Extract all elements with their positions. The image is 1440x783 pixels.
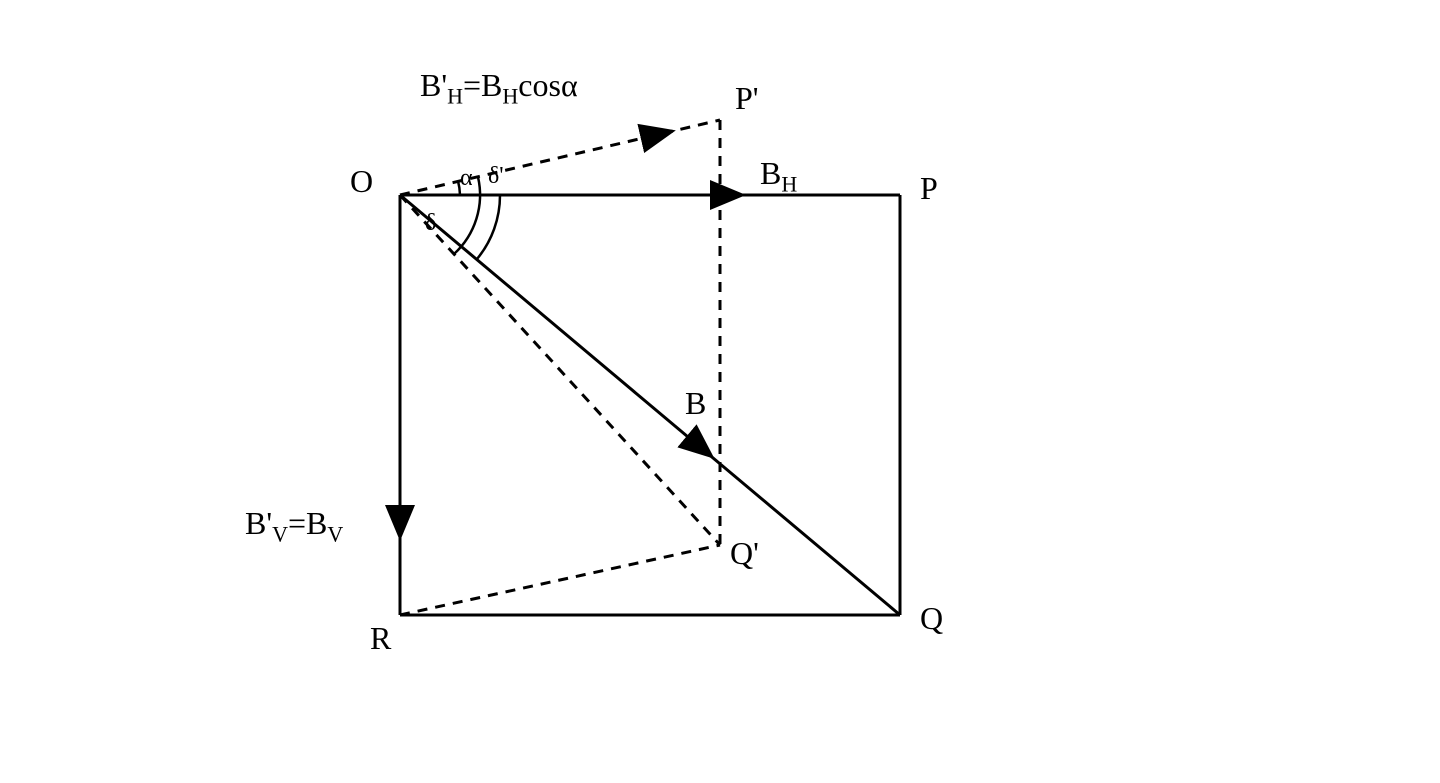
label-BHprime-equation: B'H=BHcosα [420, 67, 578, 109]
label-Pprime: P' [735, 80, 759, 117]
label-BVprime-equation: B'V=BV [245, 505, 343, 547]
arrow-BHprime [660, 132, 670, 134]
label-delta: δ [425, 210, 436, 237]
line-OPprime [400, 120, 720, 195]
label-P: P [920, 170, 938, 207]
label-deltaprime: δ' [488, 163, 504, 190]
label-alpha: α [460, 165, 473, 192]
label-Qprime: Q' [730, 535, 759, 572]
label-B: B [685, 385, 706, 422]
line-OQprime [400, 195, 720, 545]
vector-diagram: O P P' Q Q' R BH B B'H=BHcosα B'V=BV α δ… [340, 75, 1040, 695]
label-R: R [370, 620, 391, 657]
line-RQprime [400, 545, 720, 615]
arrow-B [698, 445, 710, 455]
label-O: O [350, 163, 373, 200]
line-OQ [400, 195, 900, 615]
label-Q: Q [920, 600, 943, 637]
label-BH: BH [760, 155, 797, 197]
